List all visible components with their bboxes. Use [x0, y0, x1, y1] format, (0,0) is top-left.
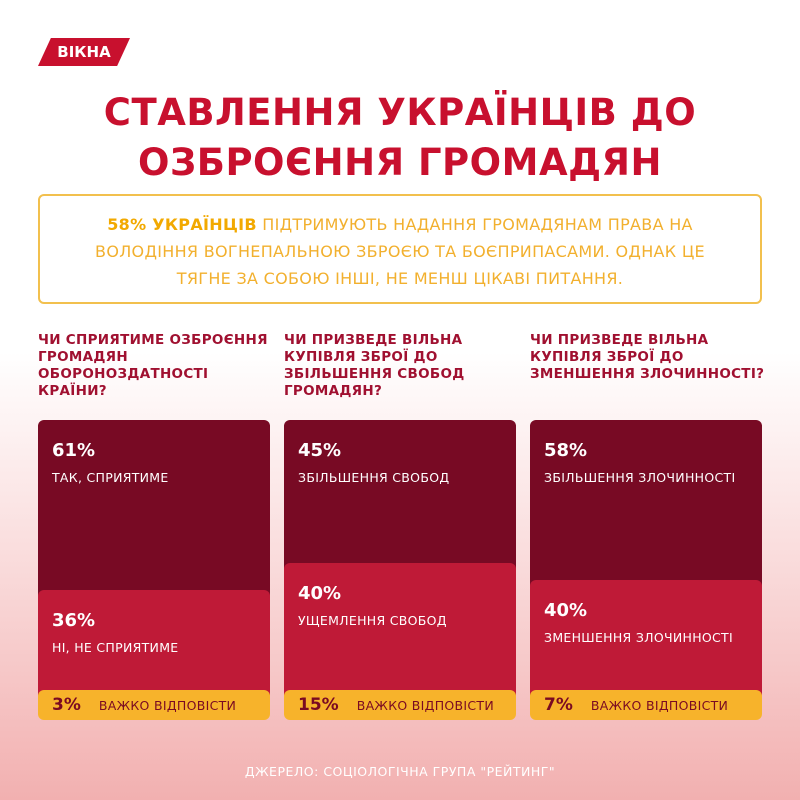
category-label: ЗМЕНШЕННЯ ЗЛОЧИННОСТІ [544, 630, 733, 645]
intro-text: ПІДТРИМУЮТЬ НАДАННЯ ГРОМАДЯНАМ ПРАВА НА … [95, 215, 705, 288]
chart-column-3: 58% ЗБІЛЬШЕННЯ ЗЛОЧИННОСТІ 40% ЗМЕНШЕННЯ ЗЛ… [530, 420, 762, 720]
brand-logo: ВІКНА [38, 38, 130, 66]
question-3: ЧИ ПРИЗВЕДЕ ВІЛЬНА КУПІВЛЯ ЗБРОЇ ДО ЗМЕН… [530, 332, 765, 382]
category-label: УЩЕМЛЕННЯ СВОБОД [298, 613, 447, 628]
value-label: 58% [544, 440, 588, 461]
bar-segment-3-1: 58% ЗБІЛЬШЕННЯ ЗЛОЧИННОСТІ [530, 420, 762, 588]
question-2: ЧИ ПРИЗВЕДЕ ВІЛЬНА КУПІВЛЯ ЗБРОЇ ДО ЗБІЛ… [284, 332, 465, 399]
category-label: ВАЖКО ВІДПОВІСТИ [590, 697, 729, 713]
category-label: ТАК, СПРИЯТИМЕ [52, 470, 169, 485]
value-label: 61% [52, 440, 96, 461]
bar-segment-1-3: 3% ВАЖКО ВІДПОВІСТИ [38, 690, 270, 720]
bar-segment-1-1: 61% ТАК, СПРИЯТИМЕ [38, 420, 270, 598]
value-label: 40% [544, 600, 588, 621]
title-line-1: СТАВЛЕННЯ УКРАЇНЦІВ ДО [103, 91, 697, 134]
intro-highlight: 58% УКРАЇНЦІВ [107, 215, 257, 234]
value-label: 45% [298, 440, 342, 461]
value-label: 3% [52, 695, 81, 715]
page-title: СТАВЛЕННЯ УКРАЇНЦІВ ДО ОЗБРОЄННЯ ГРОМАДЯ… [0, 88, 800, 188]
bar-segment-2-1: 45% ЗБІЛЬШЕННЯ СВОБОД [284, 420, 516, 571]
value-label: 36% [52, 610, 96, 631]
category-label: НІ, НЕ СПРИЯТИМЕ [52, 640, 179, 655]
bar-segment-3-2: 40% ЗМЕНШЕННЯ ЗЛОЧИННОСТІ [530, 580, 762, 698]
bar-segment-2-2: 40% УЩЕМЛЕННЯ СВОБОД [284, 563, 516, 698]
value-label: 7% [544, 695, 573, 715]
source-note: ДЖЕРЕЛО: СОЦІОЛОГІЧНА ГРУПА "РЕЙТИНГ" [244, 764, 556, 779]
category-label: ВАЖКО ВІДПОВІСТИ [356, 697, 495, 713]
chart-column-1: 61% ТАК, СПРИЯТИМЕ 36% НІ, НЕ СПРИЯТИМЕ 3% ВА… [38, 420, 270, 720]
bar-segment-2-3: 15% ВАЖКО ВІДПОВІСТИ [284, 690, 516, 720]
bar-segment-1-2: 36% НІ, НЕ СПРИЯТИМЕ [38, 590, 270, 698]
chart-column-2: 45% ЗБІЛЬШЕННЯ СВОБОД 40% УЩЕМЛЕННЯ СВОБОД 1… [284, 420, 516, 720]
title-line-2: ОЗБРОЄННЯ ГРОМАДЯН [138, 141, 662, 184]
category-label: ВАЖКО ВІДПОВІСТИ [98, 697, 237, 713]
bar-segment-3-3: 7% ВАЖКО ВІДПОВІСТИ [530, 690, 762, 720]
question-1: ЧИ СПРИЯТИМЕ ОЗБРОЄННЯ ГРОМАДЯН ОБОРОНОЗ… [38, 332, 268, 399]
value-label: 40% [298, 583, 342, 604]
value-label: 15% [298, 695, 339, 715]
intro-box: 58% УКРАЇНЦІВ ПІДТРИМУЮТЬ НАДАННЯ ГРОМАД… [38, 194, 762, 304]
category-label: ЗБІЛЬШЕННЯ СВОБОД [298, 470, 450, 485]
category-label: ЗБІЛЬШЕННЯ ЗЛОЧИННОСТІ [544, 470, 736, 485]
